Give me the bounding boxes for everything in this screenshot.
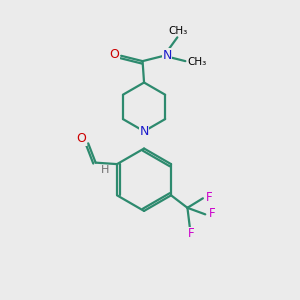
Text: F: F [206, 190, 213, 204]
Text: O: O [110, 48, 120, 61]
Text: N: N [140, 125, 149, 138]
Text: F: F [209, 207, 216, 220]
Text: CH₃: CH₃ [187, 57, 206, 67]
Text: CH₃: CH₃ [168, 26, 188, 36]
Text: N: N [162, 49, 172, 62]
Text: O: O [77, 132, 87, 146]
Text: H: H [101, 165, 109, 175]
Text: F: F [188, 227, 195, 240]
